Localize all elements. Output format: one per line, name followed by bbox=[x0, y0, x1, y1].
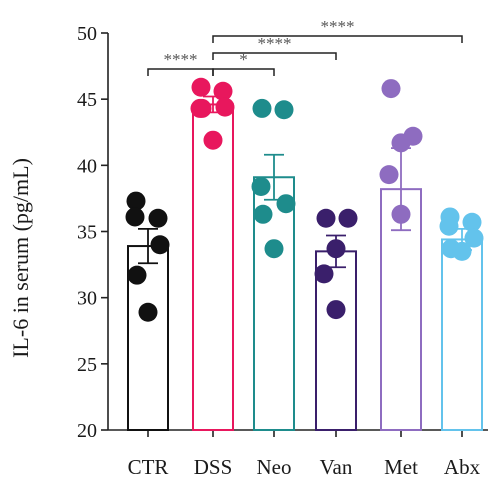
data-point bbox=[439, 216, 459, 236]
data-point bbox=[326, 300, 346, 320]
axes: 20 25 30 35 40 45 50 CTR DSS Neo Van Met Abx bbox=[77, 23, 488, 479]
data-point bbox=[125, 207, 145, 227]
data-point bbox=[192, 98, 212, 118]
significance-bracket bbox=[212, 35, 463, 43]
y-tick-label: 30 bbox=[77, 288, 97, 310]
bars bbox=[127, 95, 483, 432]
data-point bbox=[251, 177, 271, 197]
y-tick-label: 50 bbox=[77, 23, 97, 45]
y-tick-label: 40 bbox=[77, 155, 97, 177]
significance-bracket bbox=[212, 68, 275, 76]
x-tick-label-dss: DSS bbox=[194, 455, 233, 479]
significance-label: **** bbox=[258, 34, 292, 53]
x-tick-label-met: Met bbox=[384, 455, 418, 479]
significance-bracket bbox=[212, 52, 337, 60]
bar-abx bbox=[441, 238, 483, 431]
data-point bbox=[215, 97, 235, 117]
data-point bbox=[391, 133, 411, 153]
significance-bracket bbox=[147, 68, 214, 76]
y-axis-label: IL-6 in serum (pg/mL) bbox=[8, 158, 33, 358]
data-point bbox=[150, 235, 170, 255]
data-points bbox=[125, 77, 484, 322]
x-tick-label-neo: Neo bbox=[257, 455, 292, 479]
data-point bbox=[391, 204, 411, 224]
data-point bbox=[203, 130, 223, 150]
significance-label: **** bbox=[164, 50, 198, 69]
data-point bbox=[264, 239, 284, 259]
data-point bbox=[338, 208, 358, 228]
data-point bbox=[462, 212, 482, 232]
data-point bbox=[191, 77, 211, 97]
y-tick-label: 20 bbox=[77, 420, 97, 442]
data-point bbox=[138, 302, 158, 322]
x-tick-label-van: Van bbox=[320, 455, 353, 479]
x-tick-label-abx: Abx bbox=[444, 455, 481, 479]
data-point bbox=[274, 100, 294, 120]
bar-dss bbox=[192, 103, 234, 432]
data-point bbox=[381, 79, 401, 99]
data-point bbox=[464, 228, 484, 248]
x-tick-label-ctr: CTR bbox=[128, 455, 169, 479]
significance-brackets: **** ********* bbox=[147, 17, 463, 76]
data-point bbox=[452, 241, 472, 261]
data-point bbox=[379, 165, 399, 185]
data-point bbox=[314, 264, 334, 284]
data-point bbox=[326, 239, 346, 259]
y-tick-label: 45 bbox=[77, 89, 97, 111]
data-point bbox=[252, 98, 272, 118]
data-point bbox=[126, 191, 146, 211]
data-point bbox=[148, 208, 168, 228]
data-point bbox=[127, 265, 147, 285]
significance-label: **** bbox=[321, 17, 355, 36]
data-point bbox=[276, 194, 296, 214]
data-point bbox=[316, 208, 336, 228]
bar-neo bbox=[253, 176, 295, 431]
y-tick-label: 35 bbox=[77, 222, 97, 244]
data-point bbox=[253, 204, 273, 224]
y-tick-label: 25 bbox=[77, 354, 97, 376]
data-point bbox=[213, 81, 233, 101]
significance-label: * bbox=[239, 50, 248, 69]
